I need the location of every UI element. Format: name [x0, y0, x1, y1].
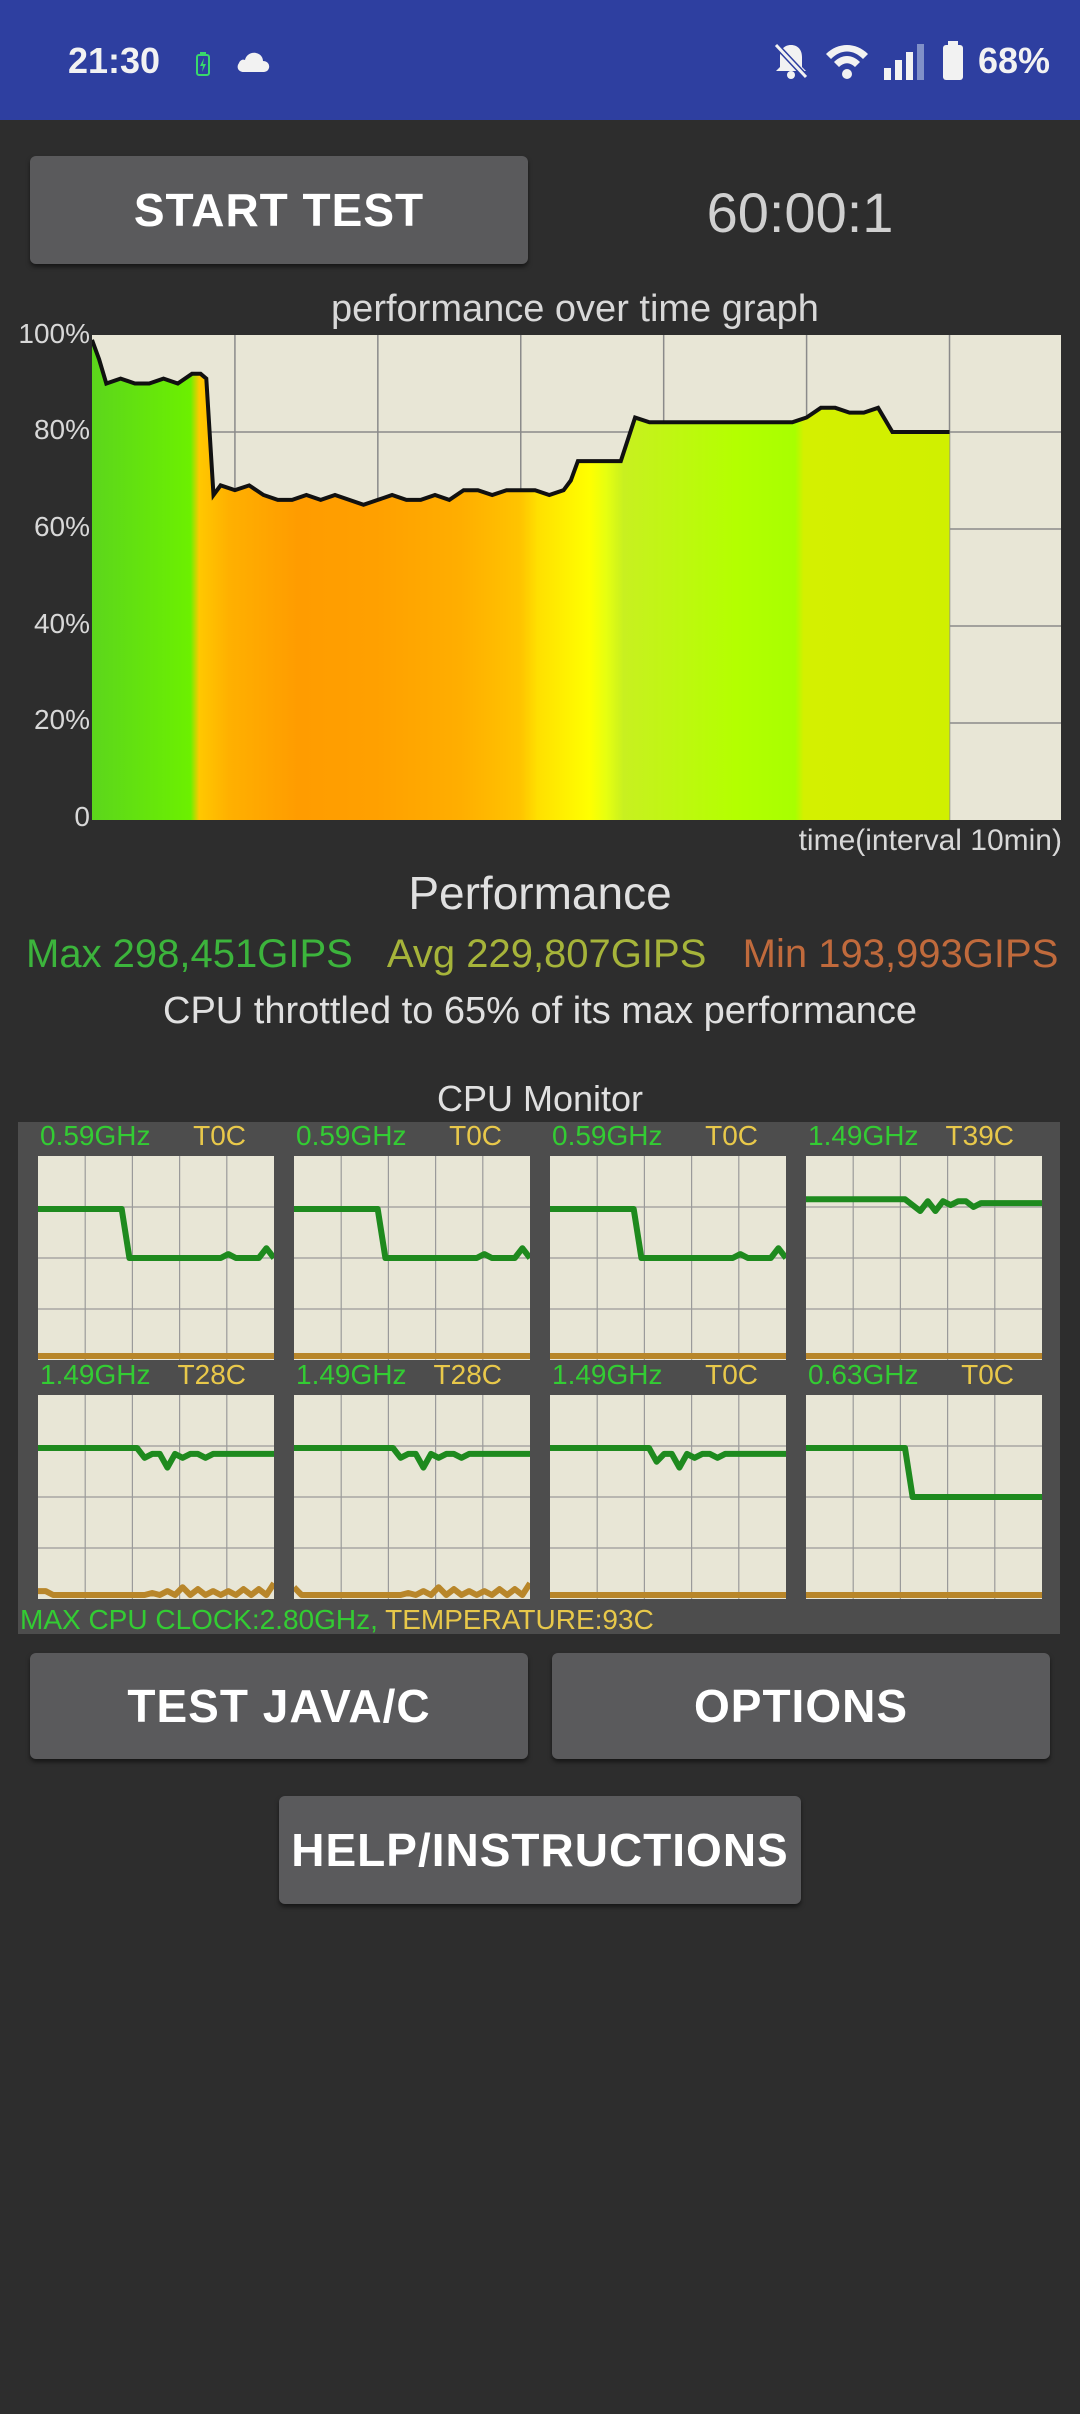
status-time: 21:30	[68, 40, 161, 81]
core-frequency-line	[806, 1196, 1042, 1214]
battery-charging-icon	[196, 52, 210, 76]
y-tick-0: 0	[74, 801, 90, 832]
wifi-icon	[825, 45, 868, 79]
core-frequency-line	[550, 1206, 786, 1261]
timer: 60:00:1	[706, 181, 894, 244]
help-instructions-label: HELP/INSTRUCTIONS	[291, 1824, 789, 1876]
core-frequency: 0.59GHz	[40, 1120, 151, 1151]
test-java-c-button[interactable]: TEST JAVA/C	[30, 1653, 528, 1759]
throttle-text: CPU throttled to 65% of its max performa…	[163, 990, 917, 1032]
max-temperature: TEMPERATURE:93C	[385, 1604, 654, 1635]
test-java-c-label: TEST JAVA/C	[127, 1680, 431, 1732]
cpu-core-0: 0.59GHz T0C	[38, 1120, 274, 1360]
options-label: OPTIONS	[693, 1680, 909, 1732]
start-test-label: START TEST	[133, 184, 425, 236]
core-graph	[550, 1395, 786, 1599]
y-tick-40: 40%	[33, 608, 90, 639]
status-bar: 21:30 68%	[0, 0, 1080, 120]
core-frequency-line	[38, 1445, 274, 1471]
max-performance: Max 298,451GIPS	[26, 932, 353, 976]
core-frequency-line	[806, 1445, 1042, 1500]
battery-percent: 68%	[977, 40, 1050, 81]
core-frequency: 1.49GHz	[808, 1120, 919, 1151]
performance-graph	[92, 335, 1061, 820]
cpu-core-7: 0.63GHz T0C	[806, 1359, 1042, 1599]
start-test-button[interactable]: START TEST	[30, 156, 528, 264]
performance-line	[92, 339, 950, 507]
core-frequency: 0.59GHz	[552, 1120, 663, 1151]
avg-performance: Avg 229,807GIPS	[386, 932, 707, 976]
performance-stats: Max 298,451GIPS Avg 229,807GIPS Min 193,…	[26, 932, 1058, 977]
y-tick-80: 80%	[33, 414, 90, 445]
core-frequency-line	[38, 1206, 274, 1261]
options-button[interactable]: OPTIONS	[552, 1653, 1050, 1759]
y-tick-100: 100%	[18, 318, 90, 349]
core-temperature: T0C	[705, 1359, 758, 1390]
core-temperature-line	[294, 1581, 530, 1598]
cpu-monitor-footer: MAX CPU CLOCK:2.80GHz, TEMPERATURE:93C	[20, 1604, 654, 1636]
core-temperature: T28C	[433, 1359, 502, 1390]
core-frequency: 0.59GHz	[296, 1120, 407, 1151]
cpu-core-2: 0.59GHz T0C	[550, 1120, 786, 1360]
battery-icon	[942, 41, 963, 80]
x-axis-label: time(interval 10min)	[798, 824, 1062, 857]
core-frequency-line	[550, 1445, 786, 1471]
core-temperature: T0C	[705, 1120, 758, 1151]
core-temperature: T39C	[945, 1120, 1014, 1151]
core-frequency: 0.63GHz	[808, 1359, 919, 1390]
y-tick-60: 60%	[33, 511, 90, 542]
cpu-core-1: 0.59GHz T0C	[294, 1120, 530, 1360]
core-temperature-line	[38, 1581, 274, 1598]
core-graph	[38, 1156, 274, 1360]
core-temperature: T0C	[961, 1359, 1014, 1390]
core-graph	[294, 1156, 530, 1360]
core-graph	[806, 1395, 1042, 1599]
core-temperature: T28C	[177, 1359, 246, 1390]
y-tick-20: 20%	[33, 704, 90, 735]
core-frequency: 1.49GHz	[296, 1359, 407, 1390]
core-temperature: T0C	[449, 1120, 502, 1151]
core-graph	[806, 1156, 1042, 1360]
bell-off-icon	[773, 42, 809, 80]
cpu-core-3: 1.49GHz T39C	[806, 1120, 1042, 1360]
max-cpu-clock: MAX CPU CLOCK:2.80GHz,	[20, 1604, 378, 1635]
signal-icon	[883, 44, 924, 80]
core-temperature: T0C	[193, 1120, 246, 1151]
performance-area	[92, 339, 950, 820]
core-graph	[38, 1395, 274, 1599]
performance-title: Performance	[408, 867, 672, 919]
min-performance: Min 193,993GIPS	[742, 932, 1059, 976]
cpu-core-4: 1.49GHz T28C	[38, 1359, 274, 1599]
cloud-icon	[237, 52, 270, 72]
core-frequency-line	[294, 1206, 530, 1261]
core-frequency: 1.49GHz	[552, 1359, 663, 1390]
core-graph	[550, 1156, 786, 1360]
graph-title: performance over time graph	[331, 288, 819, 330]
status-right: 68%	[772, 36, 1050, 86]
help-instructions-button[interactable]: HELP/INSTRUCTIONS	[279, 1796, 801, 1904]
cpu-core-5: 1.49GHz T28C	[294, 1359, 530, 1599]
cpu-core-6: 1.49GHz T0C	[550, 1359, 786, 1599]
core-frequency: 1.49GHz	[40, 1359, 151, 1390]
core-frequency-line	[294, 1445, 530, 1471]
core-graph	[294, 1395, 530, 1599]
cpu-monitor-title: CPU Monitor	[436, 1078, 644, 1119]
